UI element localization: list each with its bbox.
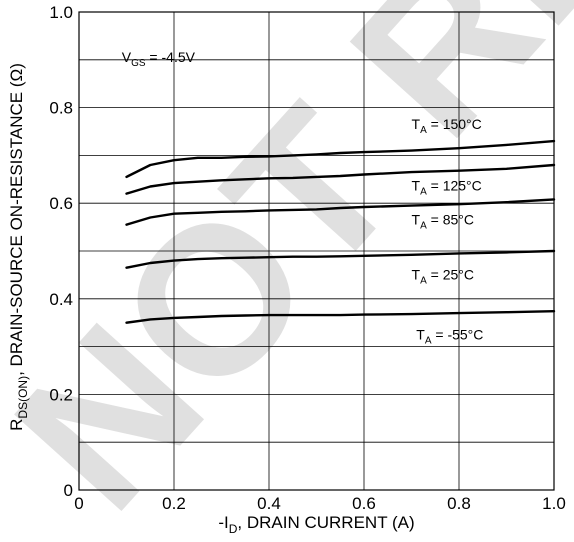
y-tick-label: 1.0 bbox=[49, 3, 73, 22]
y-tick-label: 0.6 bbox=[49, 194, 73, 213]
y-tick-label: 0.4 bbox=[49, 290, 73, 309]
y-tick-label: 0.2 bbox=[49, 385, 73, 404]
series-line bbox=[125, 310, 556, 324]
series-label: TA = 25°C bbox=[412, 267, 474, 287]
series-line bbox=[125, 198, 556, 226]
series-lines bbox=[125, 139, 556, 324]
y-tick-label: 0 bbox=[64, 481, 73, 500]
y-tick-label: 0.8 bbox=[49, 99, 73, 118]
series-label: TA = 85°C bbox=[412, 212, 474, 232]
x-tick-label: 0 bbox=[74, 494, 83, 513]
series-line bbox=[125, 249, 556, 269]
series-label: TA = 150°C bbox=[412, 116, 482, 136]
series-label: TA = 125°C bbox=[412, 177, 482, 197]
y-axis-label: RDS(ON), DRAIN-SOURCE ON-RESISTANCE (Ω) bbox=[7, 63, 30, 431]
annotations: TA = 150°C TA = 125°C TA = 85°C TA = 25°C TA… bbox=[412, 116, 484, 346]
x-axis-label: -ID, DRAIN CURRENT (A) bbox=[218, 513, 414, 536]
x-tick-label: 0.2 bbox=[162, 494, 186, 513]
x-tick-label: 0.4 bbox=[257, 494, 281, 513]
x-tick-label: 1.0 bbox=[542, 494, 566, 513]
series-line bbox=[125, 139, 556, 179]
x-tick-labels: 0 0.2 0.4 0.6 0.8 1.0 bbox=[74, 494, 566, 513]
series-label: TA = -55°C bbox=[416, 326, 483, 346]
vgs-condition-label: VGS = -4.5V bbox=[122, 49, 196, 69]
y-tick-labels: 0 0.2 0.4 0.6 0.8 1.0 bbox=[49, 3, 73, 500]
series-line bbox=[125, 163, 556, 195]
x-tick-label: 0.6 bbox=[352, 494, 376, 513]
x-tick-label: 0.8 bbox=[447, 494, 471, 513]
